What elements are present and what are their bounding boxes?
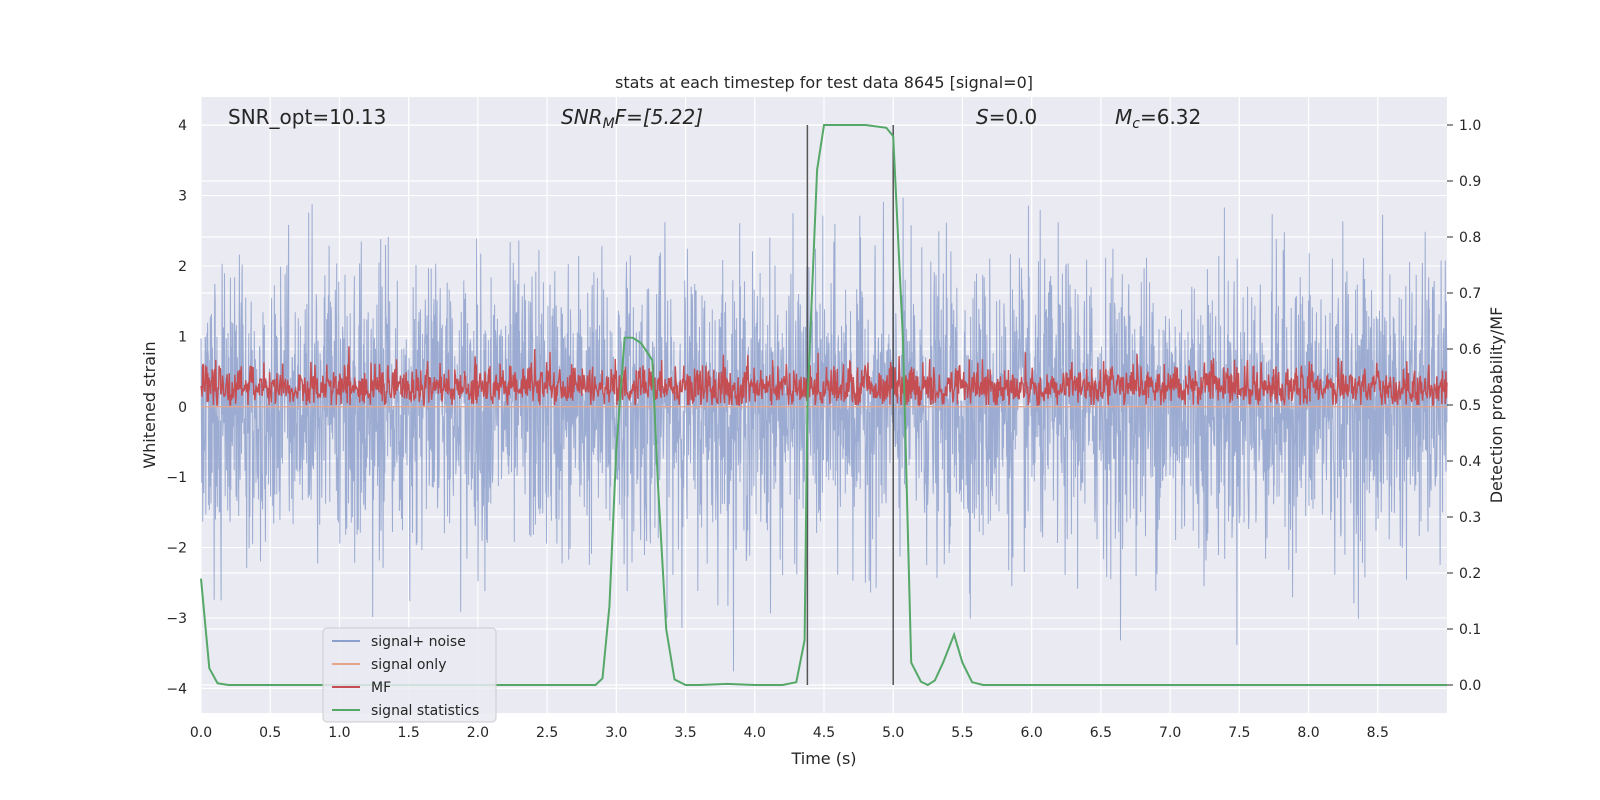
x-tick-label: 5.0 — [882, 725, 904, 741]
y-axis-ticks: −4 −3 −2 −1 0 1 2 3 4 — [166, 118, 187, 697]
x-tick-label: 7.5 — [1228, 725, 1250, 741]
annotation-mc-sub: c — [1132, 116, 1140, 132]
annotation-snr-mf-main: SNR — [561, 105, 603, 129]
annotation-mc: Mc=6.32 — [1115, 105, 1201, 132]
mf-line — [200, 346, 1448, 407]
y2-tick-label: 0.3 — [1459, 510, 1481, 526]
x-axis-label: Time (s) — [790, 749, 856, 768]
y-tick-label: 2 — [178, 259, 187, 275]
annotation-snr-opt: SNR_opt=10.13 — [228, 105, 386, 129]
x-tick-label: 2.0 — [467, 725, 489, 741]
signal-statistics-line — [200, 124, 1447, 687]
x-tick-label: 2.5 — [536, 725, 558, 741]
y2-axis-label: Detection probability/MF — [1487, 307, 1506, 504]
legend-label-mf: MF — [371, 680, 391, 696]
legend-box — [322, 627, 497, 723]
chart-title: stats at each timestep for test data 864… — [615, 73, 1033, 92]
annotation-snr-mf: SNRMF=[5.22] — [561, 105, 703, 132]
y2-tick-label: 0.7 — [1459, 286, 1481, 302]
y-axis-label: Whitened strain — [140, 341, 159, 468]
y2-tick-label: 0.0 — [1459, 678, 1481, 694]
y-tick-label: 0 — [178, 400, 187, 416]
y2-tick-label: 0.2 — [1459, 566, 1481, 582]
y-tick-label: −2 — [166, 541, 187, 557]
x-tick-label: 6.0 — [1021, 725, 1043, 741]
y-tick-label: 3 — [178, 189, 187, 205]
legend-label-signal-statistics: signal statistics — [371, 703, 479, 719]
y2-tick-label: 0.4 — [1459, 454, 1481, 470]
x-tick-label: 1.0 — [328, 725, 350, 741]
legend-label-signal-only: signal only — [371, 657, 446, 673]
mf-series — [200, 346, 1448, 407]
x-tick-label: 4.5 — [813, 725, 835, 741]
annotation-s: S=0.0 — [976, 105, 1037, 129]
y2-axis-ticks: 0.0 0.1 0.2 0.3 0.4 0.5 0.6 0.7 0.8 0.9 1.0 — [1447, 118, 1481, 694]
x-tick-label: 8.0 — [1297, 725, 1319, 741]
x-tick-label: 3.5 — [674, 725, 696, 741]
annotation-s-main: S — [976, 105, 989, 129]
signal-statistics-series — [200, 124, 1447, 687]
annotation-mc-rest: =6.32 — [1140, 105, 1201, 129]
y-tick-label: −1 — [166, 470, 187, 486]
x-tick-label: 3.0 — [605, 725, 627, 741]
x-tick-label: 0.0 — [190, 725, 212, 741]
y-tick-label: −3 — [166, 611, 187, 627]
y2-tick-label: 0.8 — [1459, 230, 1481, 246]
y2-tick-label: 0.1 — [1459, 622, 1481, 638]
annotation-mc-main: M — [1115, 105, 1132, 129]
x-tick-label: 5.5 — [951, 725, 973, 741]
annotation-s-rest: =0.0 — [989, 105, 1038, 129]
x-tick-label: 4.0 — [744, 725, 766, 741]
y-tick-label: 1 — [178, 329, 187, 345]
x-tick-label: 1.5 — [398, 725, 420, 741]
x-tick-label: 8.5 — [1367, 725, 1389, 741]
x-tick-label: 7.0 — [1159, 725, 1181, 741]
x-tick-label: 0.5 — [259, 725, 281, 741]
y2-tick-label: 1.0 — [1459, 118, 1481, 134]
y2-tick-label: 0.9 — [1459, 174, 1481, 190]
annotation-snr-mf-rest: F=[5.22] — [615, 105, 703, 129]
y2-tick-label: 0.5 — [1459, 398, 1481, 414]
y-tick-label: −4 — [166, 681, 187, 697]
annotation-snr-mf-sub: M — [603, 116, 615, 132]
legend-label-signal-noise: signal+ noise — [371, 634, 466, 650]
x-tick-label: 6.5 — [1090, 725, 1112, 741]
legend: signal+ noise signal only MF signal stat… — [322, 627, 497, 723]
y2-tick-label: 0.6 — [1459, 342, 1481, 358]
x-axis-ticks: 0.0 0.5 1.0 1.5 2.0 2.5 3.0 3.5 4.0 4.5 5.0 5.5 6.0 6… — [190, 725, 1389, 741]
y-tick-label: 4 — [178, 118, 187, 134]
